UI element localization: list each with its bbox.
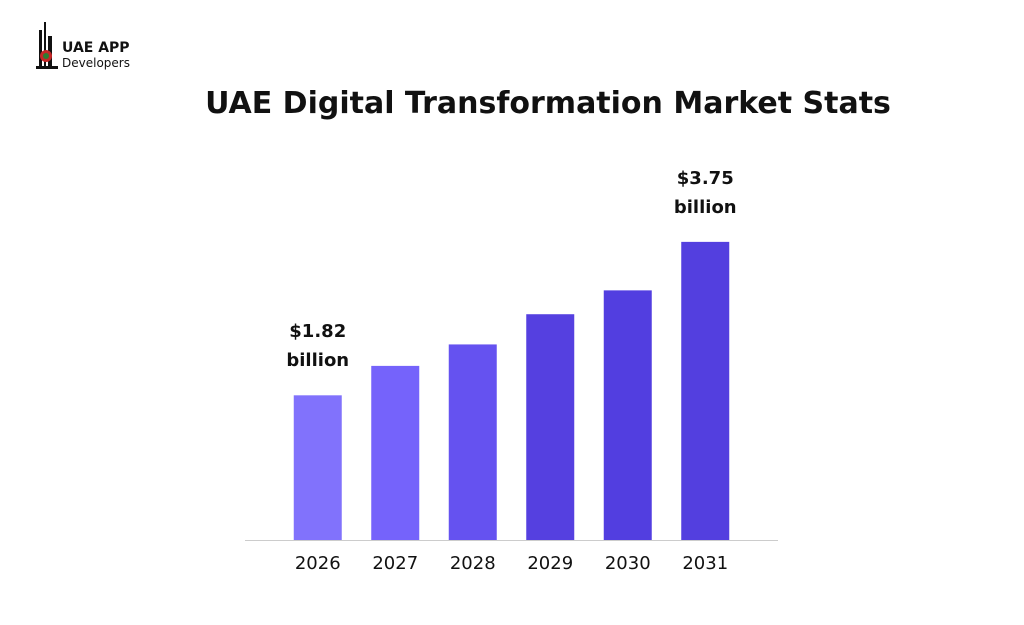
bar <box>603 290 652 540</box>
logo-line2: Developers <box>62 56 130 70</box>
bar <box>371 365 420 540</box>
x-tick-label: 2028 <box>450 553 496 574</box>
x-tick-label: 2026 <box>295 553 341 574</box>
x-tick-label: 2030 <box>605 553 651 574</box>
logo-icon <box>36 22 58 69</box>
chart-title: UAE Digital Transformation Market Stats <box>205 86 891 121</box>
bar <box>448 344 497 540</box>
x-tick-label: 2027 <box>372 553 418 574</box>
bar <box>293 395 342 540</box>
value-label: $1.82 billion <box>286 321 350 372</box>
x-tick-label: 2029 <box>527 553 573 574</box>
value-label: $3.75 billion <box>673 167 737 218</box>
bar <box>526 314 575 540</box>
x-tick-label: 2031 <box>682 553 728 574</box>
logo-line1: UAE APP <box>62 40 130 56</box>
bar <box>681 241 730 540</box>
